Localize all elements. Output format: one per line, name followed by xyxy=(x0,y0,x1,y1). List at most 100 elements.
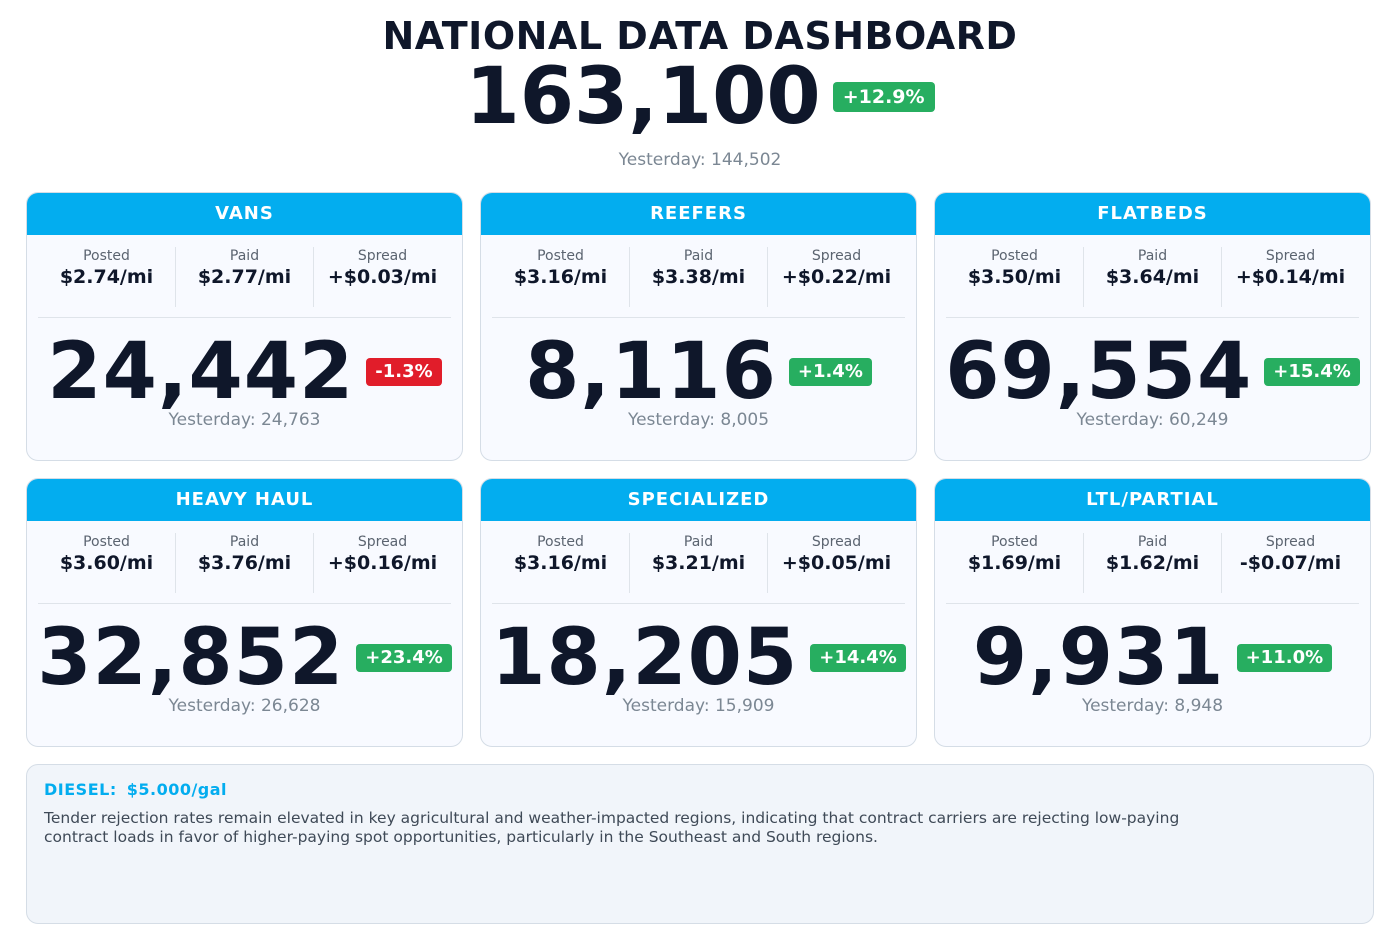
count-row: 18,205 +14.4% xyxy=(481,616,916,700)
change-badge: +1.4% xyxy=(788,358,872,386)
card-specialized: SPECIALIZED Posted $3.16/mi Paid $3.21/m… xyxy=(480,478,917,747)
spread-value: +$0.16/mi xyxy=(327,552,438,574)
spread-value: +$0.03/mi xyxy=(327,266,438,288)
total-change-badge: +12.9% xyxy=(832,82,935,112)
paid-value: $3.38/mi xyxy=(651,266,746,288)
spread-rate: Spread -$0.07/mi xyxy=(1222,533,1359,593)
posted-rate: Posted $3.16/mi xyxy=(492,533,630,593)
paid-rate: Paid $3.21/mi xyxy=(630,533,768,593)
spread-rate: Spread +$0.14/mi xyxy=(1222,247,1359,307)
spread-rate: Spread +$0.03/mi xyxy=(314,247,451,307)
yesterday-count: Yesterday: 60,249 xyxy=(1076,410,1229,430)
spread-label: Spread xyxy=(811,534,862,550)
card-reefers: REEFERS Posted $3.16/mi Paid $3.38/mi Sp… xyxy=(480,192,917,461)
change-badge: +14.4% xyxy=(810,644,906,672)
paid-value: $3.21/mi xyxy=(651,552,746,574)
paid-rate: Paid $1.62/mi xyxy=(1084,533,1222,593)
card-heavy-haul: HEAVY HAUL Posted $3.60/mi Paid $3.76/mi… xyxy=(26,478,463,747)
spread-rate: Spread +$0.05/mi xyxy=(768,533,905,593)
posted-rate: Posted $1.69/mi xyxy=(946,533,1084,593)
change-badge: +15.4% xyxy=(1264,358,1360,386)
market-notes-panel: DIESEL: $5.000/gal Tender rejection rates… xyxy=(26,764,1374,924)
posted-value: $2.74/mi xyxy=(59,266,154,288)
spread-value: +$0.22/mi xyxy=(781,266,892,288)
posted-value: $3.16/mi xyxy=(513,266,608,288)
posted-value: $3.16/mi xyxy=(513,552,608,574)
paid-rate: Paid $3.76/mi xyxy=(176,533,314,593)
paid-value: $2.77/mi xyxy=(197,266,292,288)
posted-value: $3.60/mi xyxy=(59,552,154,574)
card-title: REEFERS xyxy=(481,193,916,235)
diesel-value: $5.000/gal xyxy=(126,780,228,799)
spread-label: Spread xyxy=(357,534,408,550)
yesterday-count: Yesterday: 15,909 xyxy=(622,696,775,716)
posted-label: Posted xyxy=(991,248,1038,264)
card-ltl-partial: LTL/PARTIAL Posted $1.69/mi Paid $1.62/m… xyxy=(934,478,1371,747)
change-badge: -1.3% xyxy=(366,358,442,386)
posted-label: Posted xyxy=(537,534,584,550)
yesterday-count: Yesterday: 26,628 xyxy=(168,696,321,716)
change-badge: +11.0% xyxy=(1236,644,1333,672)
posted-value: $1.69/mi xyxy=(967,552,1062,574)
paid-rate: Paid $3.64/mi xyxy=(1084,247,1222,307)
posted-label: Posted xyxy=(537,248,584,264)
card-flatbeds: FLATBEDS Posted $3.50/mi Paid $3.64/mi S… xyxy=(934,192,1371,461)
rates-row: Posted $3.16/mi Paid $3.21/mi Spread +$0… xyxy=(492,533,905,604)
posted-rate: Posted $3.60/mi xyxy=(38,533,176,593)
count-row: 24,442 -1.3% xyxy=(27,330,462,414)
load-count: 9,931 xyxy=(972,613,1225,703)
spread-label: Spread xyxy=(357,248,408,264)
card-title: HEAVY HAUL xyxy=(27,479,462,521)
card-title: FLATBEDS xyxy=(935,193,1370,235)
market-commentary: Tender rejection rates remain elevated i… xyxy=(44,809,1180,846)
count-row: 32,852 +23.4% xyxy=(27,616,462,700)
paid-label: Paid xyxy=(683,248,714,264)
spread-value: +$0.14/mi xyxy=(1235,266,1346,288)
total-yesterday: Yesterday: 144,502 xyxy=(618,150,782,170)
paid-label: Paid xyxy=(683,534,714,550)
diesel-price: DIESEL: $5.000/gal xyxy=(44,780,1356,799)
paid-label: Paid xyxy=(229,248,260,264)
card-vans: VANS Posted $2.74/mi Paid $2.77/mi Sprea… xyxy=(26,192,463,461)
count-row: 9,931 +11.0% xyxy=(935,616,1370,700)
posted-label: Posted xyxy=(83,248,130,264)
rates-row: Posted $2.74/mi Paid $2.77/mi Spread +$0… xyxy=(38,247,451,318)
spread-value: -$0.07/mi xyxy=(1239,552,1342,574)
total-loads-value: 163,100 xyxy=(465,52,821,142)
dashboard-header: NATIONAL DATA DASHBOARD 163,100 +12.9% Y… xyxy=(0,14,1400,170)
count-row: 8,116 +1.4% xyxy=(481,330,916,414)
rates-row: Posted $3.60/mi Paid $3.76/mi Spread +$0… xyxy=(38,533,451,604)
rates-row: Posted $3.50/mi Paid $3.64/mi Spread +$0… xyxy=(946,247,1359,318)
spread-value: +$0.05/mi xyxy=(781,552,892,574)
posted-rate: Posted $3.50/mi xyxy=(946,247,1084,307)
posted-label: Posted xyxy=(991,534,1038,550)
count-row: 69,554 +15.4% xyxy=(935,330,1370,414)
total-row: 163,100 +12.9% xyxy=(0,58,1400,136)
yesterday-count: Yesterday: 24,763 xyxy=(168,410,321,430)
spread-rate: Spread +$0.16/mi xyxy=(314,533,451,593)
load-count: 8,116 xyxy=(525,327,777,417)
page-title: NATIONAL DATA DASHBOARD xyxy=(382,14,1018,58)
paid-value: $1.62/mi xyxy=(1105,552,1200,574)
rates-row: Posted $1.69/mi Paid $1.62/mi Spread -$0… xyxy=(946,533,1359,604)
posted-rate: Posted $2.74/mi xyxy=(38,247,176,307)
load-count: 18,205 xyxy=(491,613,799,703)
load-count: 69,554 xyxy=(945,327,1253,417)
paid-label: Paid xyxy=(1137,534,1168,550)
paid-value: $3.76/mi xyxy=(197,552,292,574)
paid-label: Paid xyxy=(229,534,260,550)
posted-rate: Posted $3.16/mi xyxy=(492,247,630,307)
card-title: VANS xyxy=(27,193,462,235)
spread-rate: Spread +$0.22/mi xyxy=(768,247,905,307)
card-title: LTL/PARTIAL xyxy=(935,479,1370,521)
yesterday-count: Yesterday: 8,005 xyxy=(627,410,770,430)
change-badge: +23.4% xyxy=(356,644,452,672)
yesterday-count: Yesterday: 8,948 xyxy=(1081,696,1224,716)
posted-label: Posted xyxy=(83,534,130,550)
spread-label: Spread xyxy=(811,248,862,264)
diesel-label: DIESEL: xyxy=(44,780,117,799)
load-count: 32,852 xyxy=(37,613,345,703)
spread-label: Spread xyxy=(1265,534,1316,550)
rates-row: Posted $3.16/mi Paid $3.38/mi Spread +$0… xyxy=(492,247,905,318)
paid-rate: Paid $2.77/mi xyxy=(176,247,314,307)
